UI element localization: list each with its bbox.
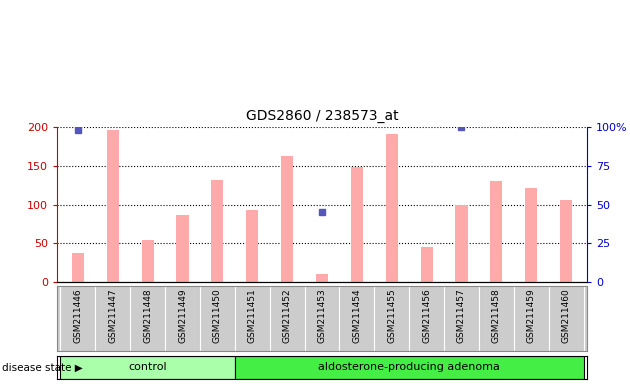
Text: aldosterone-producing adenoma: aldosterone-producing adenoma [318,362,500,372]
Bar [386,134,398,282]
Bar [72,253,84,282]
Text: GSM211456: GSM211456 [422,288,431,343]
Text: GSM211457: GSM211457 [457,288,466,343]
Text: GSM211452: GSM211452 [283,288,292,343]
Text: GSM211454: GSM211454 [352,288,362,343]
Text: GSM211453: GSM211453 [318,288,326,343]
Bar [351,167,363,282]
Bar [455,205,467,282]
Bar [60,356,235,379]
Text: GSM211458: GSM211458 [492,288,501,343]
Text: control: control [129,362,167,372]
Bar [106,130,119,282]
Bar [235,356,583,379]
Bar [281,156,293,282]
Bar [560,200,572,282]
Bar [246,210,258,282]
Bar [316,275,328,282]
Bar [142,240,154,282]
Text: GSM211459: GSM211459 [527,288,536,343]
Text: GSM211451: GSM211451 [248,288,257,343]
Text: GSM211455: GSM211455 [387,288,396,343]
Bar [176,215,188,282]
Text: GSM211450: GSM211450 [213,288,222,343]
Title: GDS2860 / 238573_at: GDS2860 / 238573_at [246,109,398,123]
Text: GSM211447: GSM211447 [108,288,117,343]
Text: GSM211448: GSM211448 [143,288,152,343]
Text: disease state ▶: disease state ▶ [2,362,83,372]
Bar [420,247,433,282]
Text: GSM211460: GSM211460 [561,288,571,343]
Bar [525,189,537,282]
Text: GSM211449: GSM211449 [178,288,187,343]
Text: GSM211446: GSM211446 [74,288,83,343]
Bar [211,180,224,282]
Bar [490,181,503,282]
